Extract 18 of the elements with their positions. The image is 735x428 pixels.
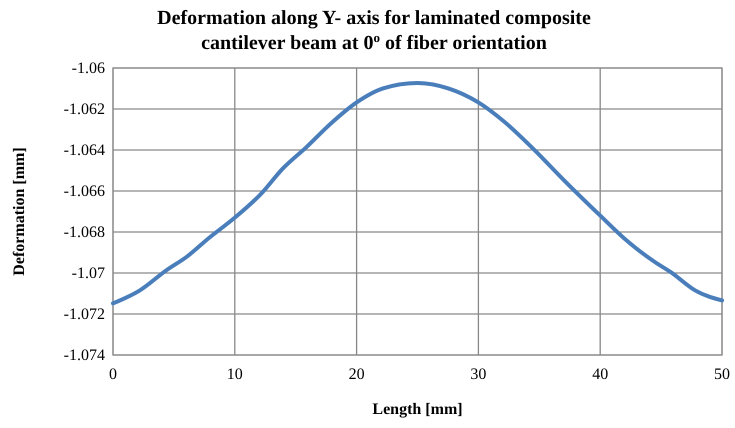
x-tick-label: 20	[348, 366, 365, 383]
x-tick-label: 50	[714, 366, 730, 383]
y-tick-label: -1.072	[64, 306, 105, 323]
y-tick-label: -1.068	[64, 224, 105, 241]
y-tick-label: -1.062	[64, 101, 105, 118]
y-axis-title: Deformation [mm]	[11, 147, 28, 276]
line-series	[111, 80, 724, 306]
y-tick-label: -1.074	[64, 347, 105, 364]
x-tick-label: 40	[592, 366, 608, 383]
y-tick-label: -1.06	[72, 60, 105, 77]
x-tick-label: 30	[470, 366, 486, 383]
y-tick-label: -1.07	[72, 265, 105, 282]
y-tick-label: -1.064	[64, 142, 105, 159]
x-axis-title: Length [mm]	[372, 401, 463, 418]
chart-title: Deformation along Y- axis for laminated composite cantilever beam at 0$^{o}$ of fiber orientation	[157, 7, 591, 54]
x-tick-label: 0	[109, 366, 117, 383]
y-tick-label: -1.066	[64, 183, 105, 200]
x-tick-label: 10	[226, 366, 243, 383]
